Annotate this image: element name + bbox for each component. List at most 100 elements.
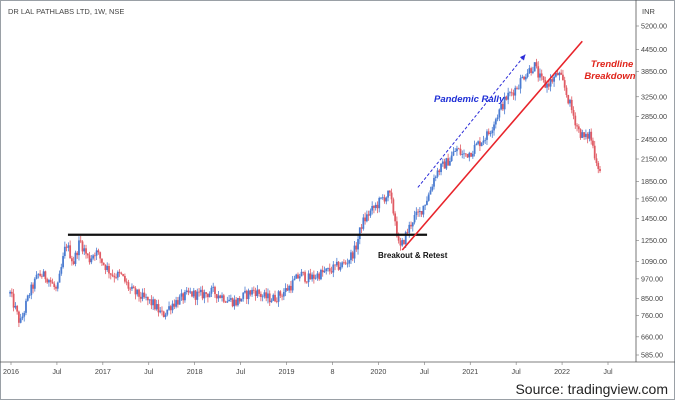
candle-up: [427, 192, 430, 202]
candle-up: [25, 298, 27, 316]
candle-body: [383, 197, 386, 202]
candle-down: [583, 132, 586, 140]
candle-body: [42, 271, 45, 277]
candle-body: [162, 311, 165, 318]
candle-body: [95, 250, 98, 256]
candle-down: [207, 293, 209, 303]
candle-body: [97, 250, 100, 253]
candle-body: [365, 214, 368, 222]
candle-body: [108, 266, 110, 274]
candle-body: [509, 92, 511, 94]
candle-down: [530, 66, 533, 76]
candle-up: [196, 288, 199, 306]
candle-body: [125, 281, 128, 283]
candle-down: [111, 269, 114, 278]
candle-down: [81, 240, 84, 255]
candle-up: [282, 288, 285, 301]
candle-body: [343, 262, 345, 264]
candle-body: [320, 269, 322, 280]
candle-up: [106, 262, 109, 272]
candle-body: [406, 232, 409, 234]
candle-body: [268, 293, 271, 303]
candle-body: [93, 255, 96, 257]
candle-body: [457, 148, 460, 150]
candle-up: [244, 286, 246, 294]
candle-down: [410, 221, 412, 229]
candle-up: [558, 71, 561, 81]
candle-down: [590, 128, 593, 145]
candle-down: [55, 285, 57, 292]
candle-up: [519, 74, 522, 94]
price-tick-label: 1650.00: [641, 194, 667, 203]
time-tick-label: Jul: [512, 367, 522, 376]
candle-up: [320, 268, 322, 281]
candle-down: [157, 299, 160, 317]
candle-up: [422, 205, 425, 218]
candle-down: [40, 273, 43, 279]
candle-body: [56, 282, 59, 289]
candle-body: [546, 83, 548, 88]
candle-up: [26, 294, 29, 302]
candle-body: [551, 79, 554, 82]
candle-body: [201, 289, 204, 299]
candle-body: [516, 87, 518, 89]
candle-body: [240, 298, 243, 302]
candle-body: [265, 292, 268, 299]
candle-body: [72, 261, 75, 264]
candle-up: [374, 202, 377, 211]
candle-up: [350, 249, 352, 264]
candle-body: [231, 298, 234, 307]
candle-body: [65, 246, 68, 248]
candle-body: [274, 294, 276, 302]
candle-body: [519, 78, 522, 89]
candle-down: [265, 288, 268, 302]
candle-down: [198, 287, 200, 297]
candle-up: [229, 294, 232, 302]
candle-body: [471, 153, 474, 157]
candle-body: [10, 291, 13, 294]
candle-down: [69, 240, 72, 259]
candle-up: [295, 273, 298, 279]
price-tick-label: 1850.00: [641, 177, 667, 186]
candle-down: [173, 299, 176, 310]
candle-body: [155, 304, 158, 310]
candle-up: [353, 240, 356, 263]
candle-body: [101, 258, 103, 263]
candle-up: [78, 236, 80, 261]
candle-up: [267, 288, 269, 304]
candle-down: [150, 295, 153, 310]
candle-body: [410, 224, 412, 227]
candle-up: [178, 294, 181, 305]
candle-body: [226, 301, 229, 303]
candle-body: [595, 158, 598, 164]
candle-body: [111, 274, 114, 276]
candle-up: [56, 281, 59, 292]
candle-down: [49, 277, 52, 287]
candle-body: [554, 72, 557, 77]
candle-body: [212, 286, 215, 288]
candle-up: [95, 247, 98, 261]
candle-up: [141, 288, 144, 302]
candle-body: [526, 73, 529, 77]
candle-down: [542, 76, 545, 83]
candle-down: [399, 237, 402, 251]
candle-down: [586, 132, 589, 144]
candle-body: [157, 304, 160, 313]
candle-body: [484, 139, 487, 141]
candle-body: [424, 204, 427, 206]
candle-up: [263, 289, 266, 299]
candle-down: [390, 188, 393, 204]
candle-body: [282, 292, 285, 297]
candle-body: [468, 152, 471, 158]
candle-up: [415, 207, 418, 220]
price-tick-label: 4450.00: [641, 45, 667, 54]
candle-down: [99, 251, 102, 264]
candle-body: [385, 197, 388, 202]
time-tick-label: Jul: [236, 367, 246, 376]
candle-up: [226, 296, 229, 304]
candle-down: [205, 292, 208, 298]
candle-up: [298, 273, 301, 282]
candle-body: [330, 271, 333, 273]
candle-up: [23, 310, 26, 322]
candle-up: [521, 74, 524, 79]
